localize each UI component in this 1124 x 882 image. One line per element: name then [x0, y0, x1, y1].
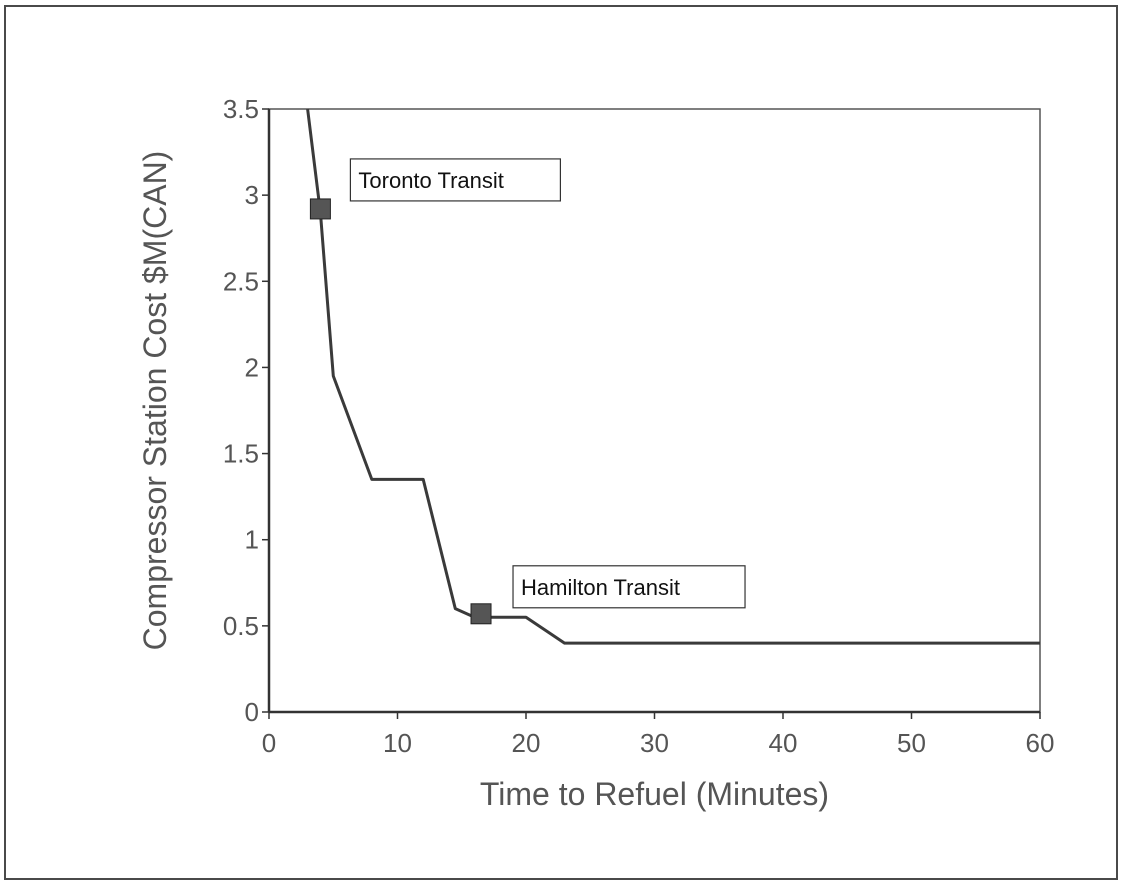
y-tick-label: 0 — [245, 697, 259, 727]
x-tick-label: 40 — [769, 728, 798, 758]
x-tick-label: 10 — [383, 728, 412, 758]
figure-frame: Toronto Transit Hamilton Transit 0 10 20 30 4… — [4, 5, 1118, 880]
hamilton-transit-label-box — [512, 565, 746, 609]
hamilton-transit-label: Hamilton Transit — [521, 575, 680, 600]
y-tick-label: 3.5 — [223, 94, 259, 124]
x-axis-ticks: 0 10 20 30 40 50 60 — [262, 712, 1055, 758]
y-tick-label: 3 — [245, 180, 259, 210]
y-axis-title: Compressor Station Cost $M(CAN) — [137, 151, 173, 651]
toronto-transit-label: Toronto Transit — [358, 168, 504, 193]
x-tick-label: 20 — [512, 728, 541, 758]
marker-layer: Toronto Transit Hamilton Transit — [309, 158, 746, 625]
x-tick-label: 50 — [897, 728, 926, 758]
series-layer — [306, 108, 1040, 645]
hamilton-transit-marker — [470, 603, 492, 625]
y-tick-label: 1.5 — [223, 439, 259, 469]
plot-border — [268, 108, 1041, 713]
y-tick-label: 1 — [245, 525, 259, 555]
y-tick-label: 0.5 — [223, 611, 259, 641]
toronto-transit-marker — [309, 198, 331, 220]
cost-curve-line — [306, 108, 1040, 645]
toronto-transit-label-box — [349, 158, 561, 202]
y-tick-label: 2 — [245, 352, 259, 382]
x-tick-label: 0 — [262, 728, 276, 758]
y-tick-label: 2.5 — [223, 266, 259, 296]
x-axis-title: Time to Refuel (Minutes) — [480, 776, 829, 812]
x-tick-label: 60 — [1026, 728, 1055, 758]
plot-area — [267, 108, 1041, 714]
y-axis-ticks: 0 0.5 1 1.5 2 2.5 3 3.5 — [223, 94, 269, 727]
x-tick-label: 30 — [640, 728, 669, 758]
